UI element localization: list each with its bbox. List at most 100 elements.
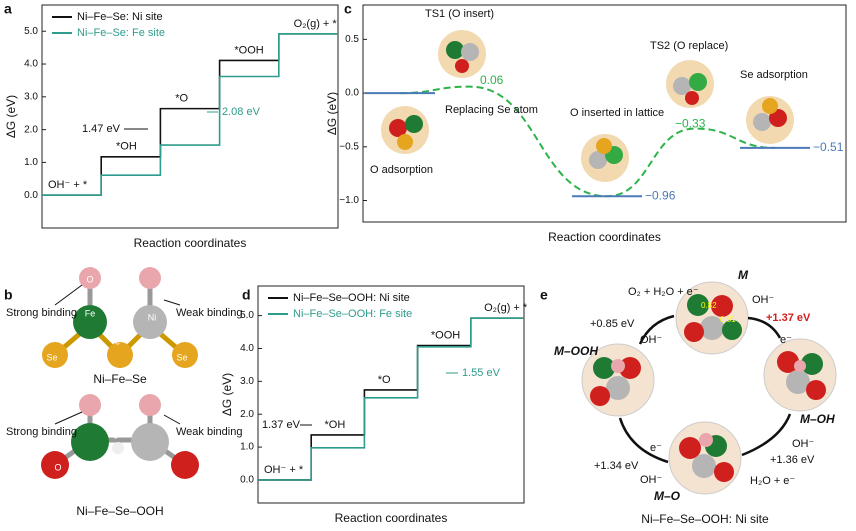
y-tick-label: 3.0 <box>24 91 38 102</box>
value-label: −0.33 <box>675 117 706 131</box>
reactant: OH⁻ <box>752 294 775 306</box>
y-tick-label: 3.0 <box>240 376 254 387</box>
molecule-icons <box>381 30 794 182</box>
value-label: −0.51 <box>813 140 844 154</box>
caption: Ni–Fe–Se <box>93 372 147 386</box>
cluster <box>581 281 837 495</box>
y-tick-label: 0.5 <box>345 34 359 45</box>
annotation: Replacing Se atom <box>445 104 538 116</box>
atom-label: O <box>86 274 93 284</box>
product: H₂O + e⁻ <box>750 475 795 487</box>
y-tick-label: −1.0 <box>339 195 359 206</box>
arrow <box>54 411 83 425</box>
step-line <box>258 317 524 481</box>
y-axis-label: ΔG (eV) <box>4 95 18 138</box>
y-tick-label: 5.0 <box>24 26 38 37</box>
caption: Ni–Fe–Se–OOH <box>76 504 163 518</box>
y-tick-label: 1.0 <box>24 157 38 168</box>
y-tick-label: −0.5 <box>339 141 359 152</box>
arrow <box>163 414 181 425</box>
state-label: O adsorption <box>370 164 433 176</box>
plot-frame <box>41 4 339 229</box>
reactant: OH⁻ <box>792 438 815 450</box>
atom-label: Se <box>176 352 187 362</box>
annotation: 1.47 eV <box>82 123 121 135</box>
state-label: O inserted in lattice <box>570 107 664 119</box>
energy: +0.85 eV <box>590 318 635 330</box>
note: Weak binding <box>176 307 242 319</box>
note: Strong binding <box>6 307 77 319</box>
x-axis-label: Reaction coordinates <box>134 236 247 250</box>
y-tick-label: 4.0 <box>24 59 38 70</box>
panel-label: d <box>242 287 251 303</box>
state-label: TS1 (O insert) <box>425 8 494 20</box>
product: e⁻ <box>650 442 662 454</box>
atom-label: O <box>54 462 61 472</box>
state: M–O <box>654 489 681 503</box>
legend-label: Ni–Fe–Se–OOH: Ni site <box>293 292 410 304</box>
state: M–OH <box>800 412 835 426</box>
category-label: *OH <box>325 419 346 431</box>
reactant: OH⁻ <box>640 474 663 486</box>
y-axis-label: ΔG (eV) <box>325 92 339 135</box>
atom-label: e⁻ <box>113 430 123 440</box>
atom-label: Fe <box>85 308 96 318</box>
step-line <box>42 33 338 197</box>
state: M–OOH <box>554 344 598 358</box>
annotation: 1.55 eV <box>462 367 501 379</box>
atom-label: e⁻ <box>115 336 125 346</box>
y-tick-label: 2.0 <box>240 409 254 420</box>
energy: +1.36 eV <box>770 454 815 466</box>
atom-label: Se <box>46 352 57 362</box>
energy: +1.34 eV <box>594 460 639 472</box>
product: O₂ + H₂O + e⁻ <box>628 286 699 298</box>
structure-b-bottom <box>41 394 199 479</box>
legend-label: Ni–Fe–Se: Fe site <box>77 27 165 39</box>
arrow <box>163 299 181 306</box>
category-label: *O <box>175 93 188 105</box>
panel-label: a <box>4 1 12 17</box>
annotation: 1.37 eV <box>262 419 301 431</box>
category-label: *O <box>378 374 391 386</box>
structure-b-top <box>42 267 198 368</box>
y-tick-label: 0.0 <box>240 475 254 486</box>
charge: 0.82 <box>701 301 717 310</box>
atom-label: Ni <box>148 312 157 322</box>
state: M <box>738 268 749 282</box>
product: e⁻ <box>780 334 792 346</box>
note: Strong binding <box>6 426 77 438</box>
category-label: *OH <box>116 141 137 153</box>
category-label: OH⁻ + * <box>264 464 304 476</box>
y-tick-label: 5.0 <box>240 310 254 321</box>
x-axis-label: Reaction coordinates <box>335 511 448 525</box>
annotation: 2.08 eV <box>222 106 261 118</box>
legend-label: Ni–Fe–Se: Ni site <box>77 11 163 23</box>
reactant: OH⁻ <box>640 334 663 346</box>
arrow <box>54 284 83 306</box>
plot-frame <box>362 4 847 223</box>
category-label: *OOH <box>234 44 263 56</box>
y-tick-label: 0.0 <box>345 88 359 99</box>
value-label: −0.96 <box>645 188 676 202</box>
y-tick-label: 2.0 <box>24 124 38 135</box>
category-label: OH⁻ + * <box>48 179 88 191</box>
step-line <box>258 317 524 481</box>
panel-label: c <box>344 1 352 17</box>
panel-label: e <box>540 287 548 303</box>
plot-frame <box>257 285 525 504</box>
energy: +1.37 eV <box>766 312 811 324</box>
panel-label: b <box>4 287 13 303</box>
legend-label: Ni–Fe–Se–OOH: Fe site <box>293 308 412 320</box>
category-label: *OOH <box>431 329 460 341</box>
y-tick-label: 4.0 <box>240 343 254 354</box>
state-label: Se adsorption <box>740 69 808 81</box>
y-axis-label: ΔG (eV) <box>220 373 234 416</box>
step-line <box>42 33 338 197</box>
category-label: O₂(g) + * <box>294 18 338 30</box>
value-label: 0.06 <box>480 73 504 87</box>
note: Weak binding <box>176 426 242 438</box>
y-tick-label: 0.0 <box>24 190 38 201</box>
caption: Ni–Fe–Se–OOH: Ni site <box>641 512 769 526</box>
y-tick-label: 1.0 <box>240 442 254 453</box>
